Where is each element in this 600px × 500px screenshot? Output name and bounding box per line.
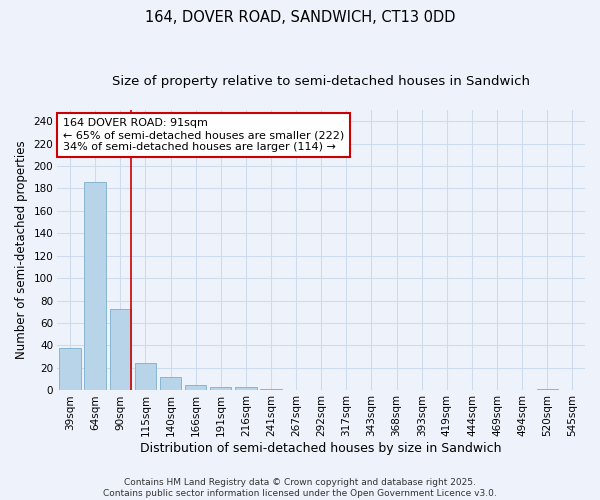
Bar (235, 387, 257, 390)
Bar (135, 364, 156, 390)
X-axis label: Distribution of semi-detached houses by size in Sandwich: Distribution of semi-detached houses by … (140, 442, 502, 455)
Bar (185, 384, 206, 390)
Y-axis label: Number of semi-detached properties: Number of semi-detached properties (15, 141, 28, 360)
Bar (210, 387, 232, 390)
Title: Size of property relative to semi-detached houses in Sandwich: Size of property relative to semi-detach… (112, 75, 530, 88)
Bar (110, 310, 131, 390)
Bar (85, 182, 106, 390)
Bar (536, 389, 558, 390)
Bar (160, 376, 181, 390)
Bar (59, 348, 81, 390)
Text: 164, DOVER ROAD, SANDWICH, CT13 0DD: 164, DOVER ROAD, SANDWICH, CT13 0DD (145, 10, 455, 25)
Text: Contains HM Land Registry data © Crown copyright and database right 2025.
Contai: Contains HM Land Registry data © Crown c… (103, 478, 497, 498)
Bar (260, 389, 281, 390)
Text: 164 DOVER ROAD: 91sqm
← 65% of semi-detached houses are smaller (222)
34% of sem: 164 DOVER ROAD: 91sqm ← 65% of semi-deta… (63, 118, 344, 152)
